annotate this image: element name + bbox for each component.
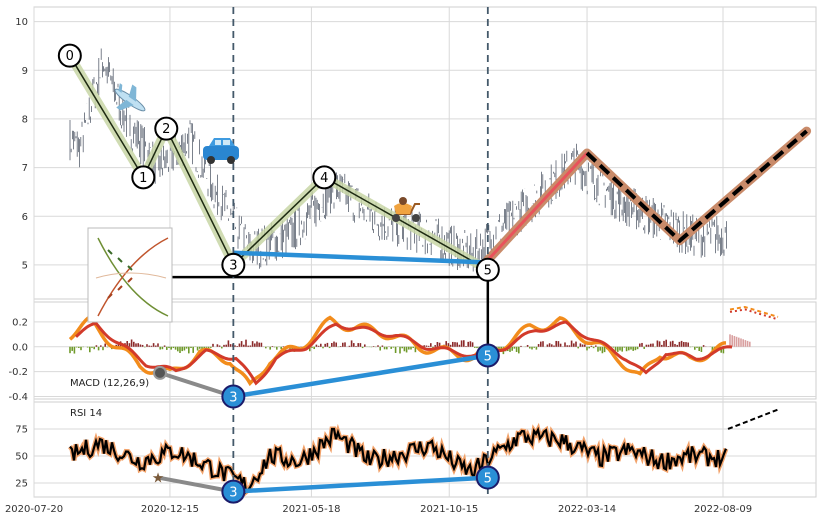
y-tick-label: 0.2 bbox=[12, 317, 28, 328]
y-tick-label: -0.2 bbox=[8, 367, 28, 378]
y-tick-label: 0.0 bbox=[12, 342, 28, 353]
wave-point-label: 5 bbox=[484, 263, 492, 278]
wave-point-4: 4 bbox=[312, 165, 337, 190]
divergence-point-5: 5 bbox=[475, 465, 500, 490]
x-tick-label: 2020-12-15 bbox=[141, 504, 199, 515]
y-tick-label: -0.4 bbox=[8, 392, 28, 403]
rsi-divergence-line bbox=[233, 475, 488, 494]
divergence-point-label: 3 bbox=[229, 391, 237, 406]
divergence-point-5: 5 bbox=[475, 343, 500, 368]
x-tick-label: 2022-08-09 bbox=[694, 504, 752, 515]
wave-point-label: 2 bbox=[162, 122, 170, 137]
wave-point-label: 0 bbox=[66, 49, 74, 64]
wave-point-label: 3 bbox=[229, 258, 237, 273]
rsi-label: RSI 14 bbox=[70, 408, 102, 419]
wave-point-0: 0 bbox=[57, 43, 82, 68]
signal-forecast bbox=[729, 308, 779, 321]
y-tick-label: 50 bbox=[15, 451, 28, 462]
y-tick-label: 6 bbox=[22, 212, 28, 223]
airplane-icon bbox=[114, 83, 146, 112]
projection-dashed bbox=[585, 129, 808, 244]
car-icon bbox=[203, 138, 239, 164]
x-tick-label: 2022-03-14 bbox=[558, 504, 616, 515]
divergence-line bbox=[233, 250, 488, 265]
y-tick-label: 7 bbox=[22, 163, 28, 174]
signal-line bbox=[74, 320, 733, 386]
divergence-point-3: 3 bbox=[221, 384, 246, 409]
y-tick-label: 5 bbox=[22, 260, 28, 271]
macd-gray-line bbox=[159, 370, 234, 399]
x-tick-label: 2021-10-15 bbox=[420, 504, 478, 515]
y-tick-label: 75 bbox=[15, 424, 28, 435]
divergence-point-label: 5 bbox=[484, 472, 492, 487]
wave-point-2: 2 bbox=[154, 116, 179, 141]
macd-label: MACD (12,26,9) bbox=[70, 378, 149, 389]
wave-point-label: 1 bbox=[139, 171, 147, 186]
rsi-forecast bbox=[727, 408, 779, 430]
wave-point-1: 1 bbox=[131, 165, 156, 190]
macd-marker bbox=[153, 365, 167, 380]
macd-forecast bbox=[729, 305, 779, 318]
wave-point-5: 5 bbox=[475, 257, 500, 282]
divergence-point-label: 5 bbox=[484, 349, 492, 364]
wave-line bbox=[69, 55, 489, 271]
wave-point-3: 3 bbox=[221, 252, 246, 277]
macd-divergence-line bbox=[232, 353, 489, 399]
scooter-icon bbox=[392, 197, 420, 222]
thumbnail-image bbox=[87, 227, 173, 323]
y-tick-label: 9 bbox=[22, 66, 28, 77]
divergence-point-3: 3 bbox=[221, 479, 246, 504]
rsi-line bbox=[69, 426, 728, 495]
y-tick-label: 25 bbox=[15, 478, 28, 489]
y-tick-label: 10 bbox=[15, 17, 28, 28]
wave-date-markers bbox=[232, 7, 489, 497]
x-tick-label: 2020-07-20 bbox=[5, 504, 63, 515]
star-icon: ★ bbox=[152, 471, 165, 487]
y-tick-label: 8 bbox=[22, 114, 28, 125]
rsi-gray-line bbox=[157, 475, 234, 494]
x-tick-label: 2021-05-18 bbox=[282, 504, 340, 515]
divergence-point-label: 3 bbox=[229, 486, 237, 501]
projection-first-leg bbox=[486, 151, 589, 262]
wave-point-label: 4 bbox=[320, 171, 328, 186]
